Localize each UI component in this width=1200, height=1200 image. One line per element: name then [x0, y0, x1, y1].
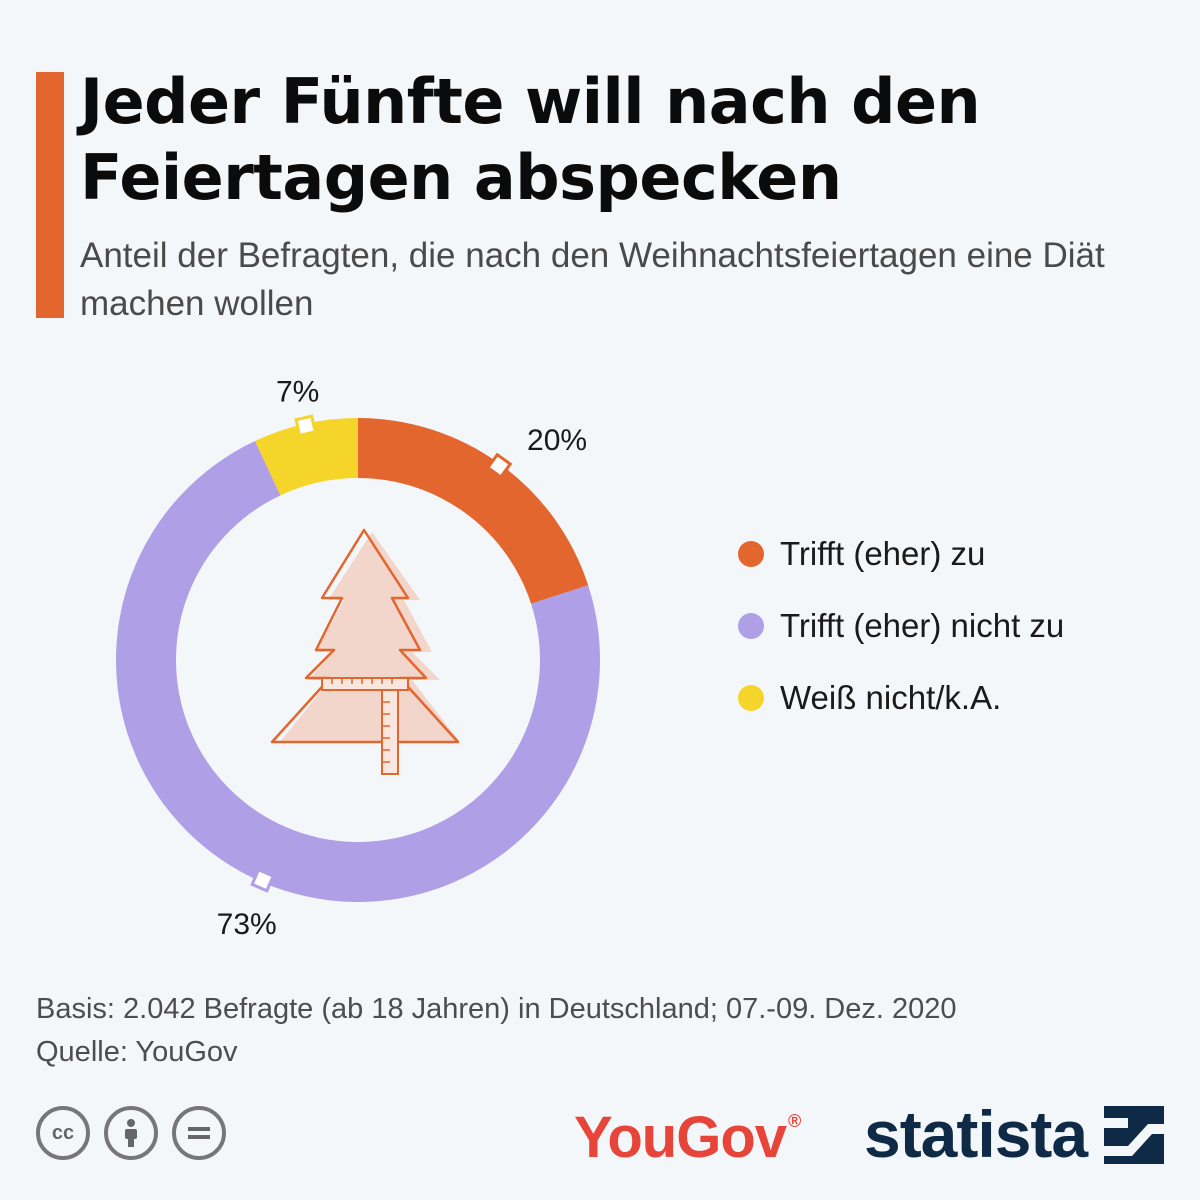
- slice-marker: [485, 452, 513, 480]
- yougov-logo-text: YouGov: [574, 1105, 787, 1170]
- legend-item: Weiß nicht/k.A.: [738, 662, 1064, 734]
- no-derivatives-icon[interactable]: [172, 1106, 226, 1160]
- chart-subtitle: Anteil der Befragten, die nach den Weihn…: [80, 236, 1105, 323]
- donut-slice: [358, 418, 589, 604]
- footnote-source: Quelle: YouGov: [36, 1036, 238, 1068]
- accent-bar: [36, 72, 64, 318]
- legend-label: Weiß nicht/k.A.: [780, 679, 1002, 716]
- slice-marker: [294, 414, 317, 438]
- legend-item: Trifft (eher) zu: [738, 518, 1064, 590]
- statista-logo-text: statista: [864, 1097, 1088, 1171]
- legend: Trifft (eher) zu Trifft (eher) nicht zu …: [738, 518, 1064, 734]
- statista-mark-icon: [1104, 1106, 1164, 1164]
- slice-marker: [250, 867, 276, 893]
- statista-logo[interactable]: statista: [864, 1096, 1088, 1172]
- yougov-logo[interactable]: YouGov ®: [574, 1105, 801, 1170]
- footnote-basis: Basis: 2.042 Befragte (ab 18 Jahren) in …: [36, 993, 957, 1025]
- footnote: Basis: 2.042 Befragte (ab 18 Jahren) in …: [36, 988, 957, 1074]
- legend-label: Trifft (eher) nicht zu: [780, 607, 1065, 644]
- legend-item: Trifft (eher) nicht zu: [738, 590, 1064, 662]
- slice-value-label: 7%: [276, 376, 319, 409]
- chart-title: Jeder Fünfte will nach den Feiertagen ab…: [80, 65, 981, 214]
- christmas-tree-icon: [270, 528, 460, 775]
- legend-label: Trifft (eher) zu: [780, 535, 986, 572]
- license-icons: cc: [36, 1106, 226, 1160]
- legend-dot: [738, 685, 764, 711]
- donut-chart: 20% 73% 7%: [116, 376, 601, 940]
- legend-dot: [738, 613, 764, 639]
- slice-value-label: 73%: [217, 908, 277, 940]
- legend-dot: [738, 541, 764, 567]
- attribution-icon[interactable]: [104, 1106, 158, 1160]
- cc-icon[interactable]: cc: [36, 1106, 90, 1160]
- slice-value-label: 20%: [527, 424, 587, 457]
- donut-slice: [254, 418, 358, 496]
